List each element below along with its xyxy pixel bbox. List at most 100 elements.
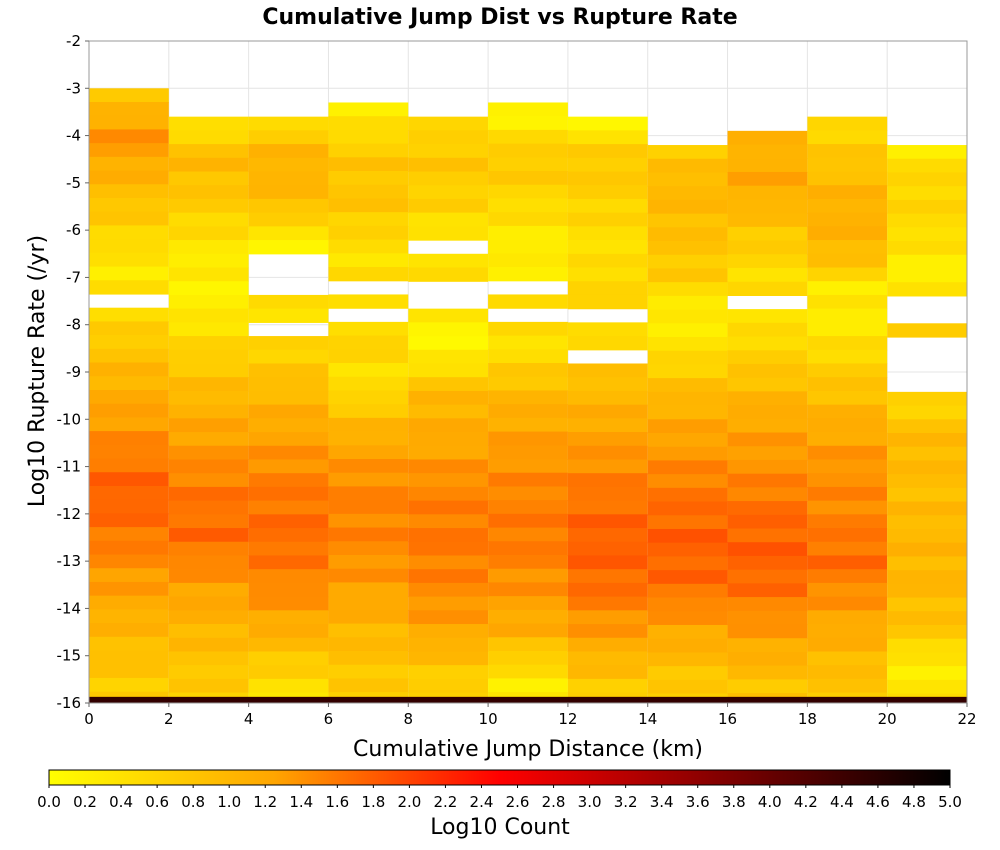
heatmap-cell [807, 500, 888, 515]
heatmap-cell [727, 322, 808, 338]
x-tick-label: 6 [324, 710, 334, 728]
heatmap-cell [248, 377, 329, 392]
heatmap-cell [328, 582, 409, 597]
heatmap-cell [89, 225, 169, 240]
heatmap-cell [89, 211, 169, 227]
heatmap-cell [328, 472, 409, 488]
heatmap-cell [488, 664, 568, 680]
heatmap-cell [248, 294, 329, 310]
heatmap-cell [567, 569, 648, 584]
heatmap-cell [248, 624, 329, 639]
heatmap-cell [488, 459, 568, 474]
y-tick-label: -5 [66, 174, 81, 192]
heatmap-cell [248, 418, 329, 433]
heatmap-cell [328, 568, 409, 584]
colorbar-tick-label: 1.0 [217, 793, 241, 811]
heatmap-cell [168, 555, 249, 570]
heatmap-cell [567, 665, 648, 680]
heatmap-cell [168, 678, 249, 694]
heatmap-cell [248, 432, 329, 447]
heatmap-cell [328, 143, 409, 158]
heatmap-cell [168, 610, 249, 625]
heatmap-cell [567, 541, 648, 557]
heatmap-cell [488, 582, 568, 597]
heatmap-cell [89, 348, 169, 364]
heatmap-cell [168, 651, 249, 666]
heatmap-cell [328, 239, 409, 254]
heatmap-cell [168, 171, 249, 186]
heatmap-cell [567, 116, 648, 131]
heatmap-cell [488, 212, 568, 227]
y-tick-label: -6 [66, 221, 81, 239]
heatmap-cell [647, 364, 728, 379]
heatmap-cell [248, 610, 329, 625]
colorbar-tick-label: 3.4 [650, 793, 674, 811]
colorbar-tick-label: 5.0 [938, 793, 962, 811]
heatmap-cell [408, 692, 489, 698]
heatmap-cell [248, 445, 329, 461]
heatmap-cell [567, 322, 648, 337]
heatmap-cell [328, 637, 409, 652]
heatmap-cell [488, 541, 568, 556]
heatmap-cell [488, 596, 568, 611]
heatmap-cell [248, 637, 329, 653]
heatmap-cell [887, 323, 967, 338]
heatmap-cell [248, 404, 329, 419]
heatmap-cell [727, 240, 808, 255]
heatmap-cell [727, 651, 808, 667]
heatmap-cell [887, 241, 967, 256]
heatmap-cell [89, 691, 169, 698]
heatmap-cell [248, 185, 329, 200]
heatmap-cell [89, 129, 169, 144]
colorbar-tick-label: 1.4 [289, 793, 313, 811]
heatmap-cell [647, 323, 728, 338]
heatmap-cell [248, 157, 329, 173]
heatmap-cell [887, 158, 967, 174]
x-tick-label: 16 [718, 710, 737, 728]
heatmap-cell [887, 145, 967, 160]
heatmap-cell [887, 570, 967, 585]
heatmap-cell [408, 267, 489, 282]
heatmap-cell [727, 158, 808, 173]
colorbar-tick-label: 2.4 [470, 793, 494, 811]
heatmap-cell [887, 268, 967, 283]
heatmap-cell [567, 390, 648, 406]
heatmap-cell [408, 116, 489, 131]
heatmap-cell [727, 528, 808, 543]
heatmap-cell [727, 514, 808, 530]
heatmap-cell [89, 527, 169, 542]
heatmap-cell [488, 472, 568, 488]
heatmap-cell [248, 171, 329, 186]
heatmap-cell [328, 335, 409, 350]
y-tick-label: -14 [57, 599, 82, 617]
y-tick-label: -12 [57, 505, 82, 523]
heatmap-cell [727, 171, 808, 187]
heatmap-cell [567, 528, 648, 543]
heatmap-cell [408, 349, 489, 365]
heatmap-cell [727, 624, 808, 639]
heatmap-cell [727, 432, 808, 447]
chart-title: Cumulative Jump Dist vs Rupture Rate [262, 5, 737, 30]
heatmap-cell [807, 596, 888, 611]
heatmap-cell [488, 335, 568, 350]
heatmap-cell [647, 405, 728, 420]
heatmap-cell [647, 542, 728, 558]
heatmap-cell [168, 322, 249, 337]
heatmap-cell [168, 198, 249, 214]
heatmap-cell [727, 213, 808, 228]
heatmap-cell [168, 336, 249, 351]
heatmap-cell [248, 569, 329, 584]
heatmap-cell [89, 540, 169, 556]
heatmap-cell [567, 418, 648, 433]
heatmap-cell [887, 391, 967, 407]
colorbar [48, 769, 951, 786]
heatmap-cell [727, 185, 808, 201]
heatmap-cell [727, 583, 808, 598]
heatmap-cell [567, 486, 648, 502]
heatmap-cell [328, 541, 409, 556]
heatmap-cell [807, 390, 888, 406]
heatmap-cell [328, 363, 409, 378]
heatmap-cell [807, 308, 888, 323]
heatmap-cell [647, 446, 728, 462]
y-tick-label: -4 [66, 127, 81, 145]
